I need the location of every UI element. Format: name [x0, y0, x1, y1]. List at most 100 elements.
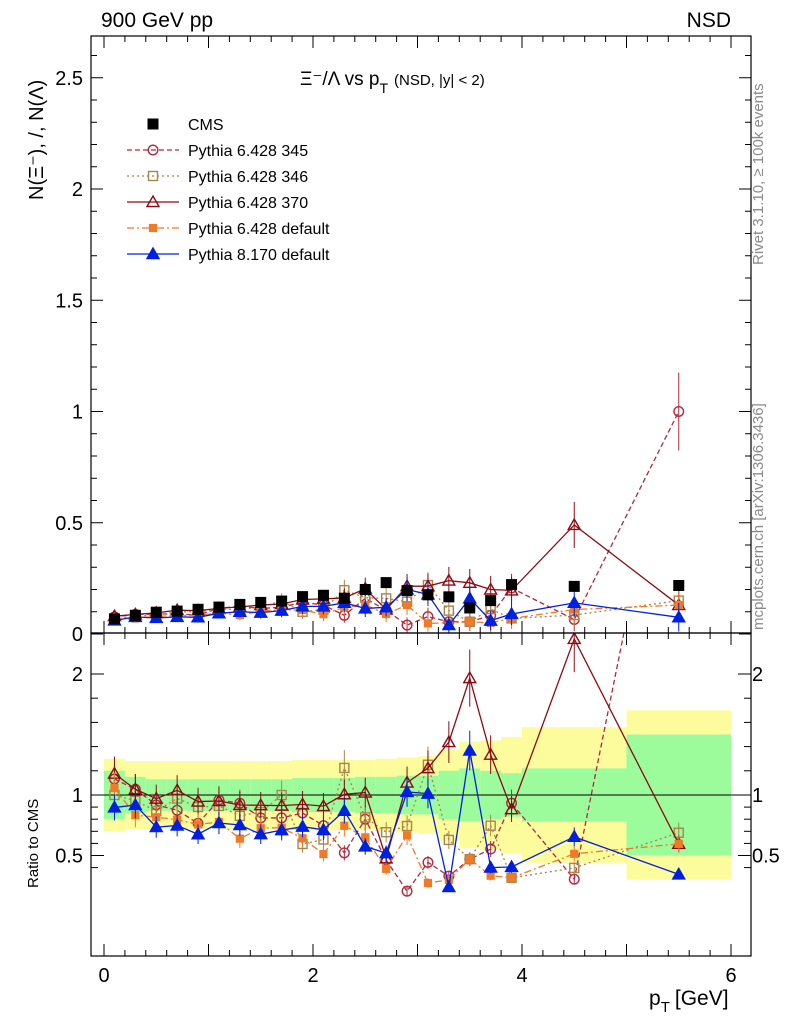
data-point [402, 600, 412, 610]
x-tick-label: 2 [307, 965, 318, 987]
legend-marker [147, 144, 159, 156]
ratio-point [422, 856, 434, 868]
x-axis-label: pT [GeV] [649, 987, 729, 1016]
x-tick-label: 4 [516, 965, 527, 987]
cms-point [213, 601, 225, 613]
ratio-point [358, 785, 373, 798]
cms-point [568, 580, 580, 592]
ratio-point [274, 822, 289, 836]
y-tick-label: 0 [72, 624, 83, 646]
legend-entry-p345: Pythia 6.428 345 [127, 143, 308, 160]
x-tick-label: 6 [725, 965, 736, 987]
ratio-point [568, 873, 580, 885]
series-line [114, 588, 679, 627]
data-point [504, 606, 519, 620]
ratio-point [169, 818, 185, 831]
ratio-point [274, 798, 289, 811]
data-point [423, 619, 433, 628]
top-ylabel: N(Ξ⁻), /, N(Λ) [26, 80, 48, 200]
legend-entry-p370: Pythia 6.428 370 [127, 194, 308, 212]
data-point [232, 604, 248, 617]
legend-marker [145, 194, 161, 208]
data-point [253, 605, 268, 618]
ratio-point [211, 793, 227, 807]
data-point [295, 598, 310, 612]
ratio-point [338, 847, 350, 859]
ratio-point [295, 819, 310, 832]
ratio-point [190, 794, 206, 807]
ratio-point [420, 786, 436, 799]
ratio-point [169, 782, 185, 796]
ratio-line [114, 750, 679, 888]
series-line [114, 411, 680, 626]
ratio-point [211, 815, 227, 829]
ratio-series-p8 [107, 730, 686, 893]
legend-entry-p8: Pythia 8.170 default [127, 246, 330, 264]
ratio-point [462, 670, 477, 684]
ratio-point [504, 801, 519, 815]
cms-point [506, 579, 518, 591]
legend: CMS Pythia 6.428 345 Pythia 6.428 346 Pythi… [127, 117, 330, 264]
cms-point [150, 606, 162, 618]
ratio-point [110, 783, 119, 792]
ratio-point [504, 859, 519, 873]
ratio-point [378, 845, 394, 859]
cms-point [192, 603, 204, 615]
series-line [114, 584, 679, 623]
ratio-point [339, 762, 350, 774]
header-left: 900 GeV pp [101, 9, 213, 32]
data-point [274, 603, 289, 616]
ratio-tick-label-right: 1 [752, 785, 763, 807]
ratio-point [316, 822, 331, 835]
legend-entry-pdef: Pythia 6.428 default [127, 221, 330, 238]
ratio-tick-label-right: 2 [752, 664, 763, 686]
ratio-point [358, 839, 373, 852]
data-point [358, 601, 373, 614]
legend-entry-p346: Pythia 6.428 346 [127, 169, 308, 186]
ratio-point [190, 826, 206, 840]
ratio-point [382, 864, 391, 873]
legend-label: Pythia 6.428 346 [188, 169, 308, 186]
ratio-point [465, 855, 474, 864]
main-plot-data [107, 372, 686, 633]
data-point [462, 590, 477, 604]
data-point [378, 599, 394, 613]
ratio-point [485, 843, 497, 855]
header-right: NSD [687, 9, 731, 32]
ratio-point [128, 797, 143, 811]
ratio-point [483, 747, 498, 760]
ratio-point [360, 812, 371, 823]
legend-marker [147, 118, 159, 130]
ratio-point [441, 879, 457, 893]
legend-marker [145, 246, 161, 260]
series-line [114, 524, 680, 617]
ratio-line [114, 762, 679, 879]
ratio-point [420, 760, 436, 774]
ratio-line [114, 637, 680, 861]
cms-point [171, 605, 183, 617]
data-point [567, 595, 582, 609]
cms-point [359, 584, 371, 595]
ratio-tick-label-right: 0.5 [752, 846, 780, 868]
data-point [567, 517, 582, 531]
plot-title-sub: T [379, 80, 388, 96]
y-tick-label: 1.5 [55, 290, 83, 312]
y-tick-label: 2.5 [55, 68, 83, 90]
ratio-point [316, 798, 331, 812]
ratio-point [337, 803, 352, 816]
cms-point [673, 579, 685, 591]
cms-point [485, 595, 497, 607]
data-point [483, 613, 498, 626]
ratio-point [674, 356, 684, 366]
ratio-point [319, 850, 328, 859]
ratio-point [423, 878, 433, 888]
y-tick-label: 2 [72, 179, 83, 201]
series-p345 [108, 372, 685, 633]
cms-point [255, 596, 267, 608]
x-tick-label: 0 [98, 965, 109, 987]
ratio-point [674, 839, 683, 848]
ratio-point [507, 873, 516, 882]
ratio-point [401, 885, 413, 897]
ratio-point [253, 797, 268, 811]
series-line [114, 604, 679, 624]
